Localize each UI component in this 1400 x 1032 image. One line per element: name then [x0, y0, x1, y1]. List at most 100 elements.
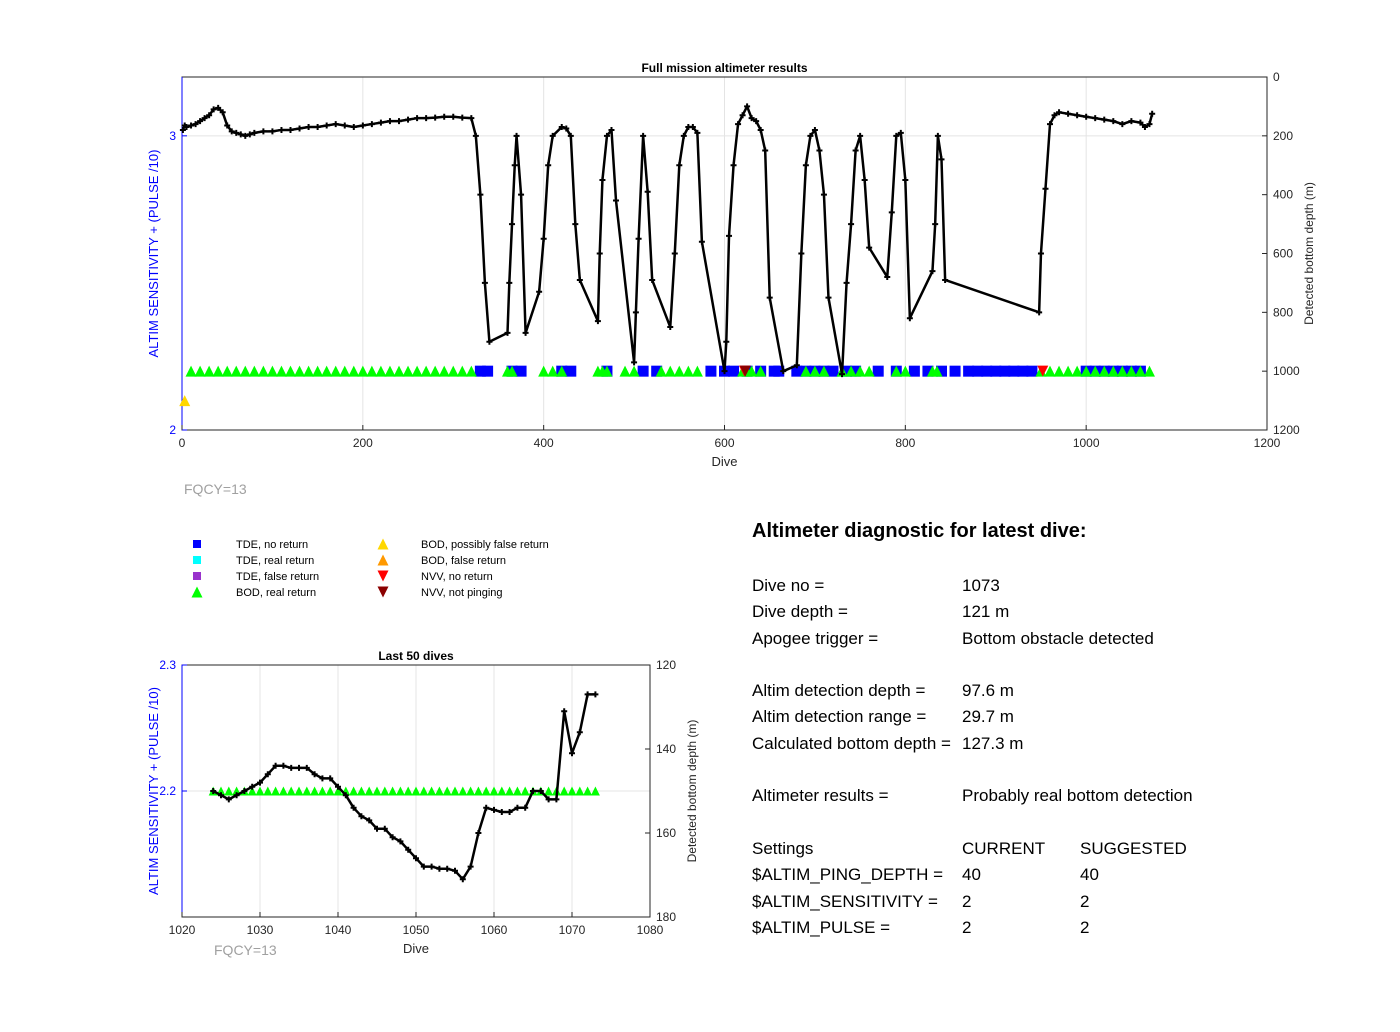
dive-no-label: Dive no =: [752, 576, 825, 595]
detection-range-label: Altim detection range =: [752, 707, 927, 727]
right-y-tick-label: 800: [1273, 305, 1293, 319]
data-point: [396, 118, 402, 125]
apogee-label: Apogee trigger =: [752, 628, 879, 648]
data-point: [726, 232, 733, 239]
data-point: [576, 729, 583, 736]
data-point: [311, 771, 318, 778]
x-tick-label: 1030: [247, 923, 274, 937]
data-point: [631, 359, 638, 366]
data-point: [375, 365, 387, 377]
data-point: [310, 786, 320, 796]
data-point: [857, 132, 864, 139]
data-point: [522, 804, 529, 811]
data-point: [271, 786, 281, 796]
data-point: [482, 365, 494, 377]
data-point: [1128, 118, 1135, 125]
data-point: [481, 786, 491, 796]
legend-label: TDE, no return: [236, 539, 308, 551]
data-point: [1125, 365, 1137, 377]
data-point: [447, 365, 459, 377]
data-point: [210, 788, 217, 794]
data-point: [428, 863, 435, 870]
data-point: [403, 786, 413, 796]
dive-no-row: Dive no = 1073: [752, 573, 1372, 599]
right-y-tick-label: 140: [656, 742, 676, 756]
data-point: [239, 365, 251, 377]
data-point: [730, 162, 737, 169]
data-point: [929, 268, 936, 275]
data-point: [852, 147, 859, 154]
data-point: [349, 786, 359, 796]
data-point: [584, 691, 591, 698]
data-point: [296, 764, 302, 771]
data-point: [705, 365, 717, 377]
data-point: [335, 783, 341, 790]
data-point: [364, 786, 374, 796]
data-point: [201, 115, 208, 122]
data-point: [791, 365, 803, 377]
data-point: [689, 124, 696, 131]
data-point: [450, 113, 457, 120]
bottom-depth-row: Calculated bottom depth = 127.3 m: [752, 731, 1372, 757]
x-tick-label: 1040: [325, 923, 352, 937]
apogee-value: Bottom obstacle detected: [962, 628, 1154, 648]
data-point: [504, 329, 511, 336]
right-y-tick-label: 1000: [1273, 364, 1300, 378]
data-point: [452, 867, 458, 874]
right-y-tick-label: 160: [656, 826, 676, 840]
legend-marker: [193, 556, 201, 564]
data-point: [506, 809, 513, 815]
x-tick-label: 1060: [481, 923, 508, 937]
data-point: [671, 250, 678, 257]
data-point: [619, 365, 631, 377]
data-point: [420, 365, 432, 377]
data-point: [434, 786, 444, 796]
data-point: [538, 365, 550, 377]
data-point: [341, 122, 348, 129]
pulse-suggested: 2: [1080, 917, 1090, 937]
data-point: [225, 796, 232, 803]
right-y-tick-label: 120: [656, 658, 676, 672]
data-point: [511, 162, 518, 169]
data-point: [999, 365, 1011, 377]
y-tick-label: 3: [169, 129, 176, 143]
data-point: [397, 838, 404, 845]
diagnostic-title: Altimeter diagnostic for latest dive:: [752, 520, 1087, 542]
depth-line: [212, 693, 596, 881]
data-point: [530, 788, 536, 794]
data-point: [762, 147, 769, 154]
data-point: [497, 786, 507, 796]
data-point: [544, 786, 554, 796]
data-point: [753, 118, 760, 125]
data-point: [260, 128, 267, 135]
data-point: [899, 365, 911, 377]
data-point: [506, 365, 518, 377]
data-point: [861, 176, 868, 183]
data-point: [285, 365, 296, 377]
legend-marker: [377, 538, 389, 550]
data-point: [219, 109, 226, 116]
data-point: [441, 113, 448, 120]
data-point: [820, 191, 827, 198]
data-point: [1065, 110, 1072, 117]
data-point: [682, 365, 694, 377]
data-point: [1146, 121, 1153, 128]
data-point: [1053, 365, 1065, 377]
data-point: [212, 365, 224, 377]
data-point: [356, 786, 366, 796]
data-point: [1047, 121, 1053, 128]
data-point: [576, 276, 583, 283]
apogee-row: Apogee trigger = Bottom obstacle detected: [752, 626, 1372, 652]
data-point: [1101, 116, 1108, 123]
data-point: [257, 779, 263, 786]
data-point: [843, 279, 850, 286]
data-point: [450, 786, 460, 796]
data-point: [509, 221, 516, 228]
data-point: [325, 786, 335, 796]
data-point: [405, 116, 412, 123]
data-point: [800, 365, 812, 377]
data-point: [475, 830, 482, 836]
results-label: Altimeter results =: [752, 786, 889, 806]
x-tick-label: 1000: [1073, 436, 1100, 450]
data-point: [637, 365, 649, 377]
